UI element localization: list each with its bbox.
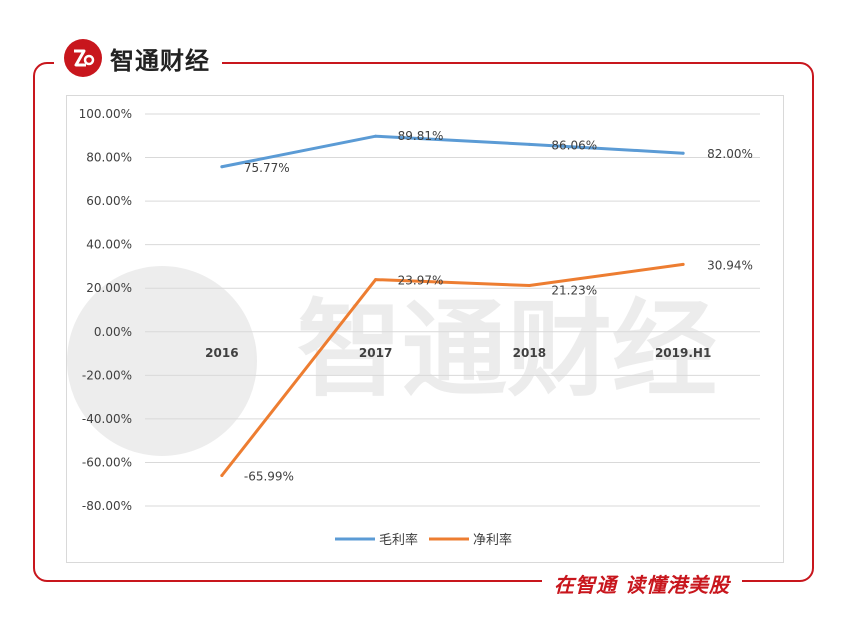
- data-label: 23.97%: [398, 274, 444, 288]
- data-label: 86.06%: [551, 138, 597, 152]
- data-label: 82.00%: [707, 147, 753, 161]
- y-tick-label: 40.00%: [86, 238, 132, 252]
- data-point: [220, 473, 224, 477]
- data-point: [527, 284, 531, 288]
- series-line-gross-margin: [220, 134, 685, 169]
- data-label: 89.81%: [398, 129, 444, 143]
- line-chart: 智通财经 100.00% 80.00% 60.00% 40.00% 20.00% 0.00…: [67, 107, 760, 548]
- data-point: [681, 262, 685, 266]
- chart-frame: [33, 62, 814, 582]
- x-tick-label: 2016: [205, 346, 238, 360]
- y-tick-label: 20.00%: [86, 281, 132, 295]
- brand-header: 智通财经: [54, 38, 222, 78]
- y-tick-label: 80.00%: [86, 151, 132, 165]
- y-tick-label: -60.00%: [82, 455, 132, 469]
- data-point: [681, 151, 685, 155]
- y-tick-label: -40.00%: [82, 412, 132, 426]
- brand-name: 智通财经: [110, 46, 210, 75]
- data-point: [220, 165, 224, 169]
- data-point: [374, 134, 378, 138]
- brand-logo-icon: [64, 39, 102, 77]
- x-tick-label: 2019.H1: [655, 346, 711, 360]
- data-label: -65.99%: [244, 469, 294, 483]
- plot-area: 智通财经 100.00% 80.00% 60.00% 40.00% 20.00% 0.00…: [66, 95, 784, 563]
- data-point: [374, 278, 378, 282]
- y-tick-label: 100.00%: [79, 107, 132, 121]
- x-tick-label: 2017: [359, 346, 392, 360]
- x-tick-label: 2018: [513, 346, 546, 360]
- data-label: 75.77%: [244, 161, 290, 175]
- data-label: 21.23%: [551, 284, 597, 298]
- y-tick-label: 60.00%: [86, 194, 132, 208]
- legend-label: 净利率: [473, 532, 512, 548]
- series-line-net-margin: [220, 262, 685, 477]
- y-tick-label: -80.00%: [82, 499, 132, 513]
- legend-label: 毛利率: [379, 532, 418, 548]
- data-point: [527, 142, 531, 146]
- watermark-logo-icon: 智通财经: [67, 266, 717, 456]
- data-label: 30.94%: [707, 258, 753, 272]
- y-tick-label: 0.00%: [94, 325, 132, 339]
- y-tick-label: -20.00%: [82, 368, 132, 382]
- brand-slogan: 在智通 读懂港美股: [542, 568, 742, 598]
- watermark-text: 智通财经: [297, 289, 717, 411]
